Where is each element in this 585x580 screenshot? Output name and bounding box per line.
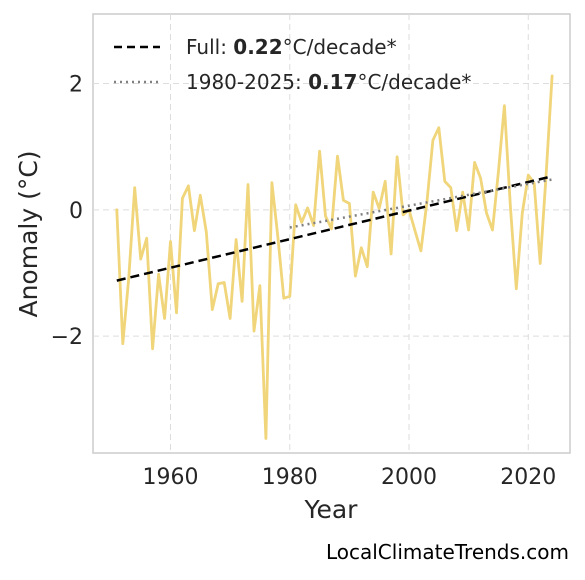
y-tick-label: 2	[69, 72, 83, 97]
plot-area	[92, 13, 571, 454]
x-tick-label: 2020	[500, 465, 556, 490]
x-tick-label: 1980	[262, 465, 318, 490]
grid	[93, 14, 570, 453]
y-tick-label: 0	[69, 199, 83, 224]
x-tick-label: 1960	[143, 465, 199, 490]
anomaly-series-line	[115, 74, 554, 440]
x-axis-label: Year	[304, 495, 359, 524]
y-axis-label: Anomaly (°C)	[14, 150, 43, 317]
x-tick-label: 2000	[381, 465, 437, 490]
source-credit: LocalClimateTrends.com	[325, 540, 569, 564]
y-tick-label: −2	[51, 325, 83, 350]
x-ticks: 1960 1980 2000 2020	[143, 465, 557, 490]
trend-line-dashed	[116, 175, 553, 282]
trend-line-dotted	[289, 178, 553, 229]
legend: Full: 0.22°C/decade* 1980-2025: 0.17°C/d…	[114, 35, 471, 94]
y-ticks: −2 0 2	[51, 72, 83, 350]
series-group	[115, 74, 554, 440]
legend-entry-recent: 1980-2025: 0.17°C/decade*	[186, 70, 471, 94]
legend-entry-full: Full: 0.22°C/decade*	[186, 35, 397, 59]
